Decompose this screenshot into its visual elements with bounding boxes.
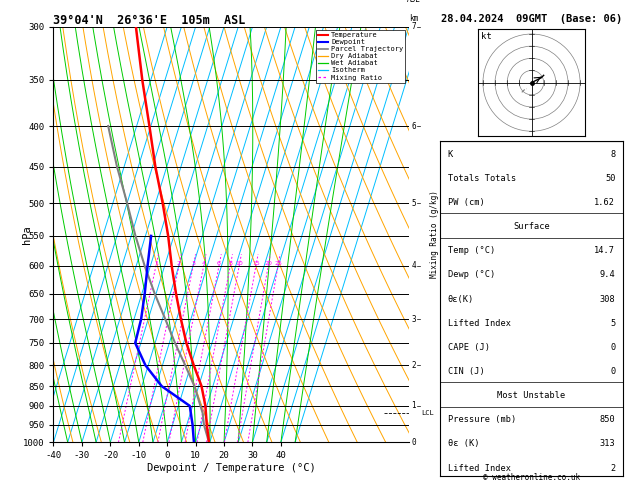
Text: CIN (J): CIN (J) — [448, 367, 484, 376]
Text: 15: 15 — [252, 261, 260, 266]
Legend: Temperature, Dewpoint, Parcel Trajectory, Dry Adiabat, Wet Adiabat, Isotherm, Mi: Temperature, Dewpoint, Parcel Trajectory… — [316, 30, 405, 83]
Text: 313: 313 — [599, 439, 615, 449]
Text: 4: 4 — [202, 261, 206, 266]
Text: CAPE (J): CAPE (J) — [448, 343, 489, 352]
Text: 8: 8 — [228, 261, 232, 266]
Text: 7: 7 — [411, 22, 416, 31]
Text: kt: kt — [481, 33, 492, 41]
Text: 850: 850 — [599, 416, 615, 424]
Text: km: km — [409, 14, 418, 22]
Text: Most Unstable: Most Unstable — [498, 391, 565, 400]
Text: 9.4: 9.4 — [599, 270, 615, 279]
Text: 1: 1 — [154, 261, 158, 266]
Text: 8: 8 — [610, 150, 615, 159]
Text: 1.62: 1.62 — [594, 198, 615, 207]
Text: 2: 2 — [610, 464, 615, 472]
Text: 5: 5 — [610, 319, 615, 328]
Text: 3: 3 — [411, 314, 416, 324]
Text: θε(K): θε(K) — [448, 295, 474, 304]
Text: 20: 20 — [264, 261, 272, 266]
Text: 14.7: 14.7 — [594, 246, 615, 255]
Text: Lifted Index: Lifted Index — [448, 319, 511, 328]
Text: 39°04'N  26°36'E  105m  ASL: 39°04'N 26°36'E 105m ASL — [53, 14, 246, 27]
Text: θε (K): θε (K) — [448, 439, 479, 449]
Text: 0: 0 — [610, 343, 615, 352]
Text: Pressure (mb): Pressure (mb) — [448, 416, 516, 424]
Text: Dewp (°C): Dewp (°C) — [448, 270, 495, 279]
Text: LCL: LCL — [421, 411, 434, 417]
Text: PW (cm): PW (cm) — [448, 198, 484, 207]
Text: Surface: Surface — [513, 222, 550, 231]
Text: 50: 50 — [605, 174, 615, 183]
Text: 4: 4 — [411, 261, 416, 270]
Text: 0: 0 — [610, 367, 615, 376]
Text: Lifted Index: Lifted Index — [448, 464, 511, 472]
Text: Mixing Ratio (g/kg): Mixing Ratio (g/kg) — [430, 191, 438, 278]
Text: 2: 2 — [411, 361, 416, 370]
Text: ASL: ASL — [407, 0, 421, 4]
Text: 2: 2 — [177, 261, 181, 266]
Text: Temp (°C): Temp (°C) — [448, 246, 495, 255]
Text: hPa: hPa — [22, 225, 32, 244]
Text: 6: 6 — [411, 122, 416, 131]
Text: 3: 3 — [191, 261, 195, 266]
Text: 28.04.2024  09GMT  (Base: 06): 28.04.2024 09GMT (Base: 06) — [441, 14, 622, 24]
Text: 308: 308 — [599, 295, 615, 304]
X-axis label: Dewpoint / Temperature (°C): Dewpoint / Temperature (°C) — [147, 463, 316, 473]
Text: 25: 25 — [274, 261, 282, 266]
Text: 10: 10 — [235, 261, 243, 266]
Text: © weatheronline.co.uk: © weatheronline.co.uk — [483, 473, 580, 482]
Text: 5: 5 — [411, 199, 416, 208]
Text: 0: 0 — [411, 438, 416, 447]
Text: K: K — [448, 150, 453, 159]
Text: 1: 1 — [411, 401, 416, 410]
Text: 6: 6 — [217, 261, 221, 266]
Text: Totals Totals: Totals Totals — [448, 174, 516, 183]
